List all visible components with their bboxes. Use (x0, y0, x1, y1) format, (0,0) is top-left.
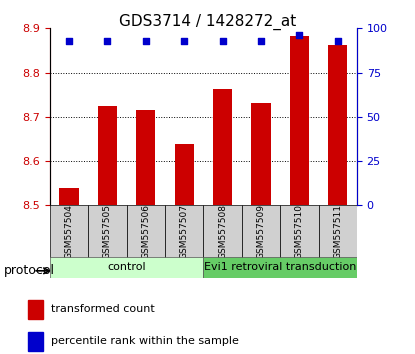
Text: protocol: protocol (4, 264, 55, 277)
Point (258, 38, 264, 44)
Text: transformed count: transformed count (51, 304, 154, 314)
Point (334, 38, 341, 44)
FancyBboxPatch shape (319, 205, 357, 258)
Text: GSM557508: GSM557508 (218, 204, 227, 259)
FancyBboxPatch shape (50, 257, 203, 278)
Bar (59, 188, 78, 205)
Text: GSM557510: GSM557510 (295, 204, 304, 259)
Point (142, 38, 149, 44)
FancyBboxPatch shape (127, 205, 165, 258)
Bar (136, 110, 155, 205)
FancyBboxPatch shape (280, 205, 319, 258)
FancyBboxPatch shape (242, 205, 280, 258)
Point (296, 33, 303, 38)
Bar (213, 90, 232, 205)
FancyBboxPatch shape (203, 257, 357, 278)
Text: control: control (107, 262, 146, 272)
Point (66, 38, 72, 44)
Text: GSM557507: GSM557507 (180, 204, 189, 259)
Bar (98, 106, 117, 205)
Bar (28, 300, 43, 319)
FancyBboxPatch shape (88, 205, 127, 258)
Text: percentile rank within the sample: percentile rank within the sample (51, 336, 239, 346)
Text: GSM557506: GSM557506 (141, 204, 150, 259)
Text: GDS3714 / 1428272_at: GDS3714 / 1428272_at (119, 14, 296, 30)
FancyBboxPatch shape (50, 205, 88, 258)
Point (219, 38, 226, 44)
Text: GSM557504: GSM557504 (64, 204, 73, 259)
Bar (175, 144, 194, 205)
Point (181, 38, 188, 44)
Bar (328, 45, 347, 205)
FancyBboxPatch shape (203, 205, 242, 258)
Text: Evi1 retroviral transduction: Evi1 retroviral transduction (204, 262, 356, 272)
Bar (28, 332, 43, 351)
Text: GSM557511: GSM557511 (333, 204, 342, 259)
Bar (251, 103, 271, 205)
Text: GSM557509: GSM557509 (256, 204, 266, 259)
Text: GSM557505: GSM557505 (103, 204, 112, 259)
Bar (290, 36, 309, 205)
Point (104, 38, 111, 44)
FancyBboxPatch shape (165, 205, 203, 258)
